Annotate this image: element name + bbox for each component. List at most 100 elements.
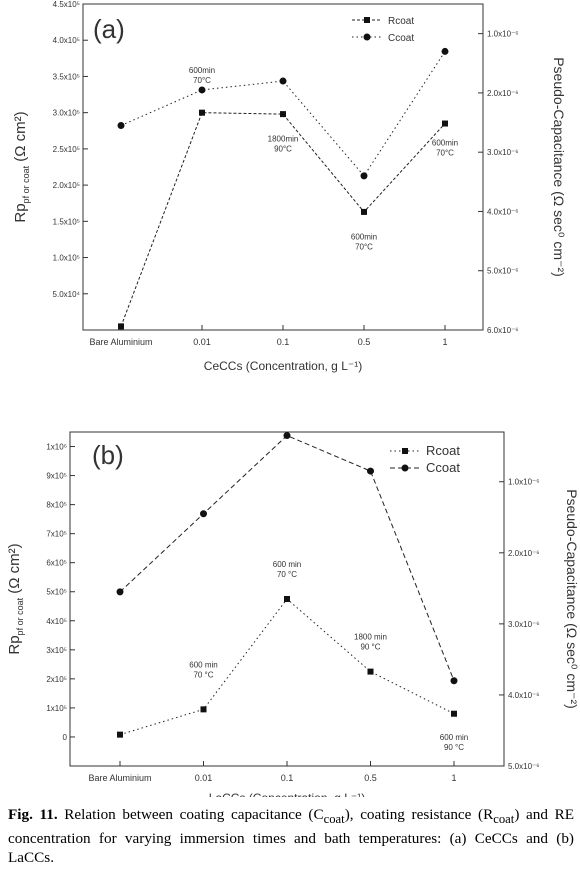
data-point-rcoat	[442, 120, 448, 127]
legend-label: Rcoat	[426, 443, 460, 458]
y-right-tick-label: 5.0x10⁻⁶	[487, 267, 519, 276]
annotation-line: 90 °C	[360, 643, 380, 652]
annotation-line: 70°C	[193, 76, 211, 85]
legend-marker	[401, 464, 409, 472]
y-right-tick-label: 6.0x10⁻⁶	[487, 326, 519, 335]
y-right-tick-label: 3.0x10⁻⁶	[487, 148, 519, 157]
y-left-tick-label: 4.0x10⁵	[53, 36, 80, 45]
data-point-ccoat	[360, 172, 368, 180]
y-right-tick-label: 4.0x10⁻⁶	[487, 207, 519, 216]
y-left-tick-label: 2.5x10⁵	[53, 145, 80, 154]
series-line-rcoat	[120, 112, 446, 327]
annotation-label: 600 min 70 °C	[273, 560, 301, 579]
data-point-rcoat	[199, 109, 205, 116]
y-left-tick-label: 7x10⁵	[46, 530, 67, 539]
x-tick-label: Bare Aluminium	[89, 337, 152, 347]
y-left-tick-label: 1.5x10⁵	[53, 217, 80, 226]
x-tick-label: 0.5	[358, 337, 371, 347]
x-tick-label: 0.01	[193, 337, 211, 347]
figure-caption: Fig. 11. Relation between coating capaci…	[8, 805, 574, 867]
annotation-label: 600 min 70 °C	[189, 660, 217, 679]
data-point-rcoat	[200, 706, 207, 713]
y-left-axis-label: Rppf or coat (Ω cm²)	[6, 543, 25, 654]
y-right-tick-label: 4.0x10⁻⁶	[508, 691, 540, 700]
x-axis-label: LaCCs (Concentration, g L⁻¹)	[209, 791, 365, 797]
y-left-tick-label: 3.5x10⁵	[53, 72, 80, 81]
series-line-ccoat	[120, 51, 446, 177]
annotation-label: 1800min 90°C	[268, 135, 299, 154]
x-tick-label: Bare Aluminium	[88, 773, 151, 783]
y-left-axis-label-subscript: pf or coat	[15, 597, 25, 635]
annotation-line: 600min	[189, 66, 215, 75]
x-tick-label: 0.5	[364, 773, 377, 783]
data-point-rcoat	[451, 710, 457, 717]
caption-sub: coat	[493, 812, 515, 827]
data-point-rcoat	[367, 668, 374, 675]
y-right-axis-label: Pseudo-Capacitance (Ω sec⁰ cm⁻²)	[551, 57, 567, 277]
y-left-tick-label: 5.0x10⁴	[53, 290, 81, 299]
y-left-axis-label-unit: (Ω cm²)	[12, 111, 29, 166]
y-left-axis-label: Rppf or coat (Ω cm²)	[12, 111, 31, 222]
caption-sub: coat	[323, 812, 345, 827]
x-tick-label: 0.1	[281, 773, 294, 783]
y-left-tick-label: 2.0x10⁵	[53, 181, 80, 190]
data-point-rcoat	[117, 731, 123, 738]
y-left-axis-label-unit: (Ω cm²)	[6, 543, 23, 598]
data-point-ccoat	[450, 677, 458, 685]
legend-marker	[402, 448, 408, 454]
y-left-axis-label-main: Rp	[6, 635, 23, 654]
annotation-line: 90°C	[274, 145, 292, 154]
annotation-label: 600min 70°C	[432, 138, 458, 157]
annotation-line: 1800 min	[354, 633, 387, 642]
y-left-tick-label: 1.0x10⁵	[53, 254, 80, 263]
data-point-ccoat	[198, 86, 206, 94]
data-point-rcoat	[280, 111, 286, 118]
data-point-ccoat	[279, 77, 287, 85]
legend-marker	[363, 33, 371, 41]
data-point-ccoat	[283, 432, 291, 440]
y-right-tick-label: 2.0x10⁻⁶	[508, 549, 540, 558]
legend-label: Ccoat	[426, 460, 460, 475]
annotation-line: 70 °C	[193, 670, 213, 679]
plot-frame	[82, 3, 484, 331]
annotation-label: 600min 70°C	[189, 66, 215, 85]
data-point-ccoat	[116, 588, 124, 596]
y-left-tick-label: 2x10⁵	[46, 675, 67, 684]
chart-b: (b) 0 1x10⁵ 2x10⁵ 3x10⁵ 4x10⁵ 5x10⁵ 6x10⁵ 7x10⁵…	[6, 431, 580, 797]
y-left-tick-label: 3x10⁵	[46, 646, 67, 655]
caption-label: Fig. 11.	[8, 806, 58, 823]
plot-area: 0 1x10⁵ 2x10⁵ 3x10⁵ 4x10⁵ 5x10⁵ 6x10⁵ 7x10⁵ 8x10…	[6, 431, 580, 797]
y-left-tick-label: 4x10⁵	[46, 617, 67, 626]
annotation-line: 70 °C	[277, 570, 297, 579]
y-left-tick-label: 3.0x10⁵	[53, 109, 80, 118]
annotation-line: 90 °C	[444, 743, 464, 752]
y-left-tick-label: 4.5x10⁵	[53, 0, 80, 9]
legend-label: Rcoat	[388, 16, 414, 27]
annotation-line: 600min	[432, 138, 458, 147]
annotation-label: 600min 70°C	[351, 232, 377, 251]
y-right-axis-label: Pseudo-Capacitance (Ω sec⁰ cm⁻²)	[564, 489, 580, 709]
x-tick-label: 0.1	[277, 337, 290, 347]
y-left-tick-label: 8x10⁵	[46, 501, 67, 510]
y-left-axis-label-main: Rp	[12, 203, 29, 222]
y-left-tick-label: 1x10⁵	[46, 704, 67, 713]
data-point-rcoat	[118, 323, 124, 330]
annotation-line: 600 min	[273, 560, 301, 569]
y-left-tick-label: 5x10⁵	[46, 588, 67, 597]
annotation-line: 1800min	[268, 135, 299, 144]
caption-text: Relation between coating capacitance (C	[57, 806, 324, 823]
annotation-label: 1800 min 90 °C	[354, 633, 387, 652]
data-point-rcoat	[361, 208, 367, 215]
data-point-ccoat	[441, 47, 449, 55]
y-left-tick-label: 1x10⁶	[46, 443, 67, 452]
annotation-line: 600 min	[440, 733, 468, 742]
y-right-tick-label: 2.0x10⁻⁶	[487, 89, 519, 98]
annotation-line: 70°C	[436, 148, 454, 157]
data-point-ccoat	[367, 467, 374, 475]
data-point-rcoat	[284, 596, 290, 602]
y-left-tick-label: 9x10⁵	[46, 472, 67, 481]
x-axis-label: CeCCs (Concentration, g L⁻¹)	[204, 359, 362, 373]
annotation-line: 600 min	[189, 660, 217, 669]
x-tick-label: 1	[442, 337, 447, 347]
chart-a: (a) 5.0x10⁴ 1.0x10⁵ 1.5x10⁵ 2.0x10⁵ 2.5x10⁵ 3…	[12, 0, 567, 373]
